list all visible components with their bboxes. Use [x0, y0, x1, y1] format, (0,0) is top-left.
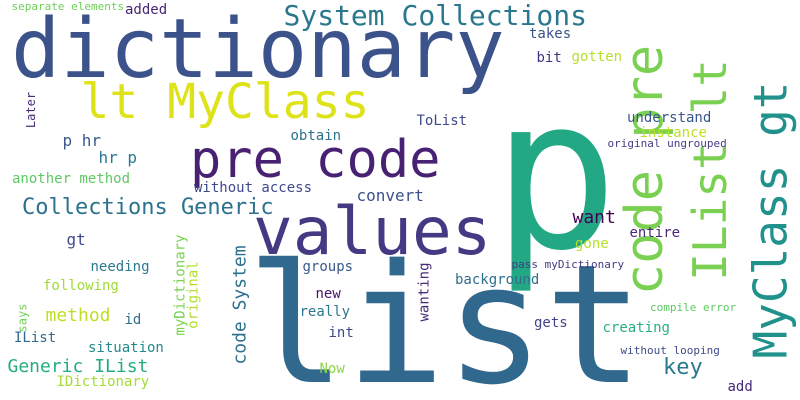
word-says: says: [14, 303, 29, 333]
word-needing: needing: [90, 259, 150, 275]
word-gone: gone: [575, 236, 609, 252]
word-really: really: [299, 304, 351, 320]
word-compile-error: compile error: [650, 300, 737, 314]
word-code-system: code System: [229, 245, 251, 365]
word-without-access: without access: [194, 180, 313, 196]
word-later: Later: [24, 91, 39, 129]
word-system-collections: System Collections: [283, 0, 587, 32]
word-gets: gets: [534, 315, 568, 331]
word-without-looping: without looping: [620, 343, 720, 357]
word-want: want: [572, 207, 616, 228]
word-pass-mydictionary: pass myDictionary: [511, 257, 625, 271]
word-ilist-lt: IList lt: [682, 59, 737, 281]
word-code-pre: code pre: [615, 44, 676, 296]
word-collections-generic: Collections Generic: [22, 195, 274, 220]
word-original: original: [185, 261, 202, 329]
word-values: values: [253, 193, 492, 270]
word-int: int: [328, 325, 354, 341]
word-myclass-gt: MyClass gt: [742, 81, 797, 359]
word-obtain: obtain: [290, 128, 342, 144]
word-instance: instance: [639, 125, 707, 141]
word-situation: situation: [88, 340, 164, 356]
word-gotten: gotten: [571, 49, 623, 65]
word-background: background: [455, 272, 540, 288]
word-idictionary: IDictionary: [56, 374, 150, 390]
word-dictionary: dictionary: [11, 2, 505, 97]
word-convert: convert: [356, 186, 424, 205]
word-tolist: ToList: [416, 113, 468, 129]
word-p-hr: p hr: [62, 131, 102, 150]
word-original-ungrouped: original ungrouped: [607, 136, 727, 150]
word-separate-elements: separate elements: [11, 0, 125, 13]
word-creating: creating: [602, 320, 670, 336]
word-new: new: [315, 286, 341, 302]
word-another-method: another method: [12, 171, 131, 187]
word-key: key: [663, 355, 703, 380]
word-pre-code: pre code: [190, 130, 441, 190]
word-groups: groups: [302, 259, 354, 275]
word-p: p: [492, 52, 619, 297]
word-following: following: [43, 278, 119, 294]
word-takes: takes: [529, 26, 572, 42]
word-wanting: wanting: [416, 262, 433, 322]
word-gt: gt: [66, 230, 86, 249]
word-generic-ilist: Generic IList: [7, 356, 149, 377]
word-understand: understand: [627, 110, 712, 126]
word-add: add: [727, 379, 753, 395]
word-method: method: [45, 305, 111, 326]
word-ilist: IList: [14, 330, 57, 346]
word-hr-p: hr p: [98, 148, 138, 167]
word-bit: bit: [536, 50, 562, 66]
word-lt-myclass: lt MyClass: [80, 74, 370, 130]
word-entire: entire: [629, 225, 681, 241]
word-added: added: [125, 2, 168, 18]
word-id: id: [124, 312, 142, 328]
word-list: list: [246, 228, 644, 400]
word-now: Now: [319, 361, 345, 377]
